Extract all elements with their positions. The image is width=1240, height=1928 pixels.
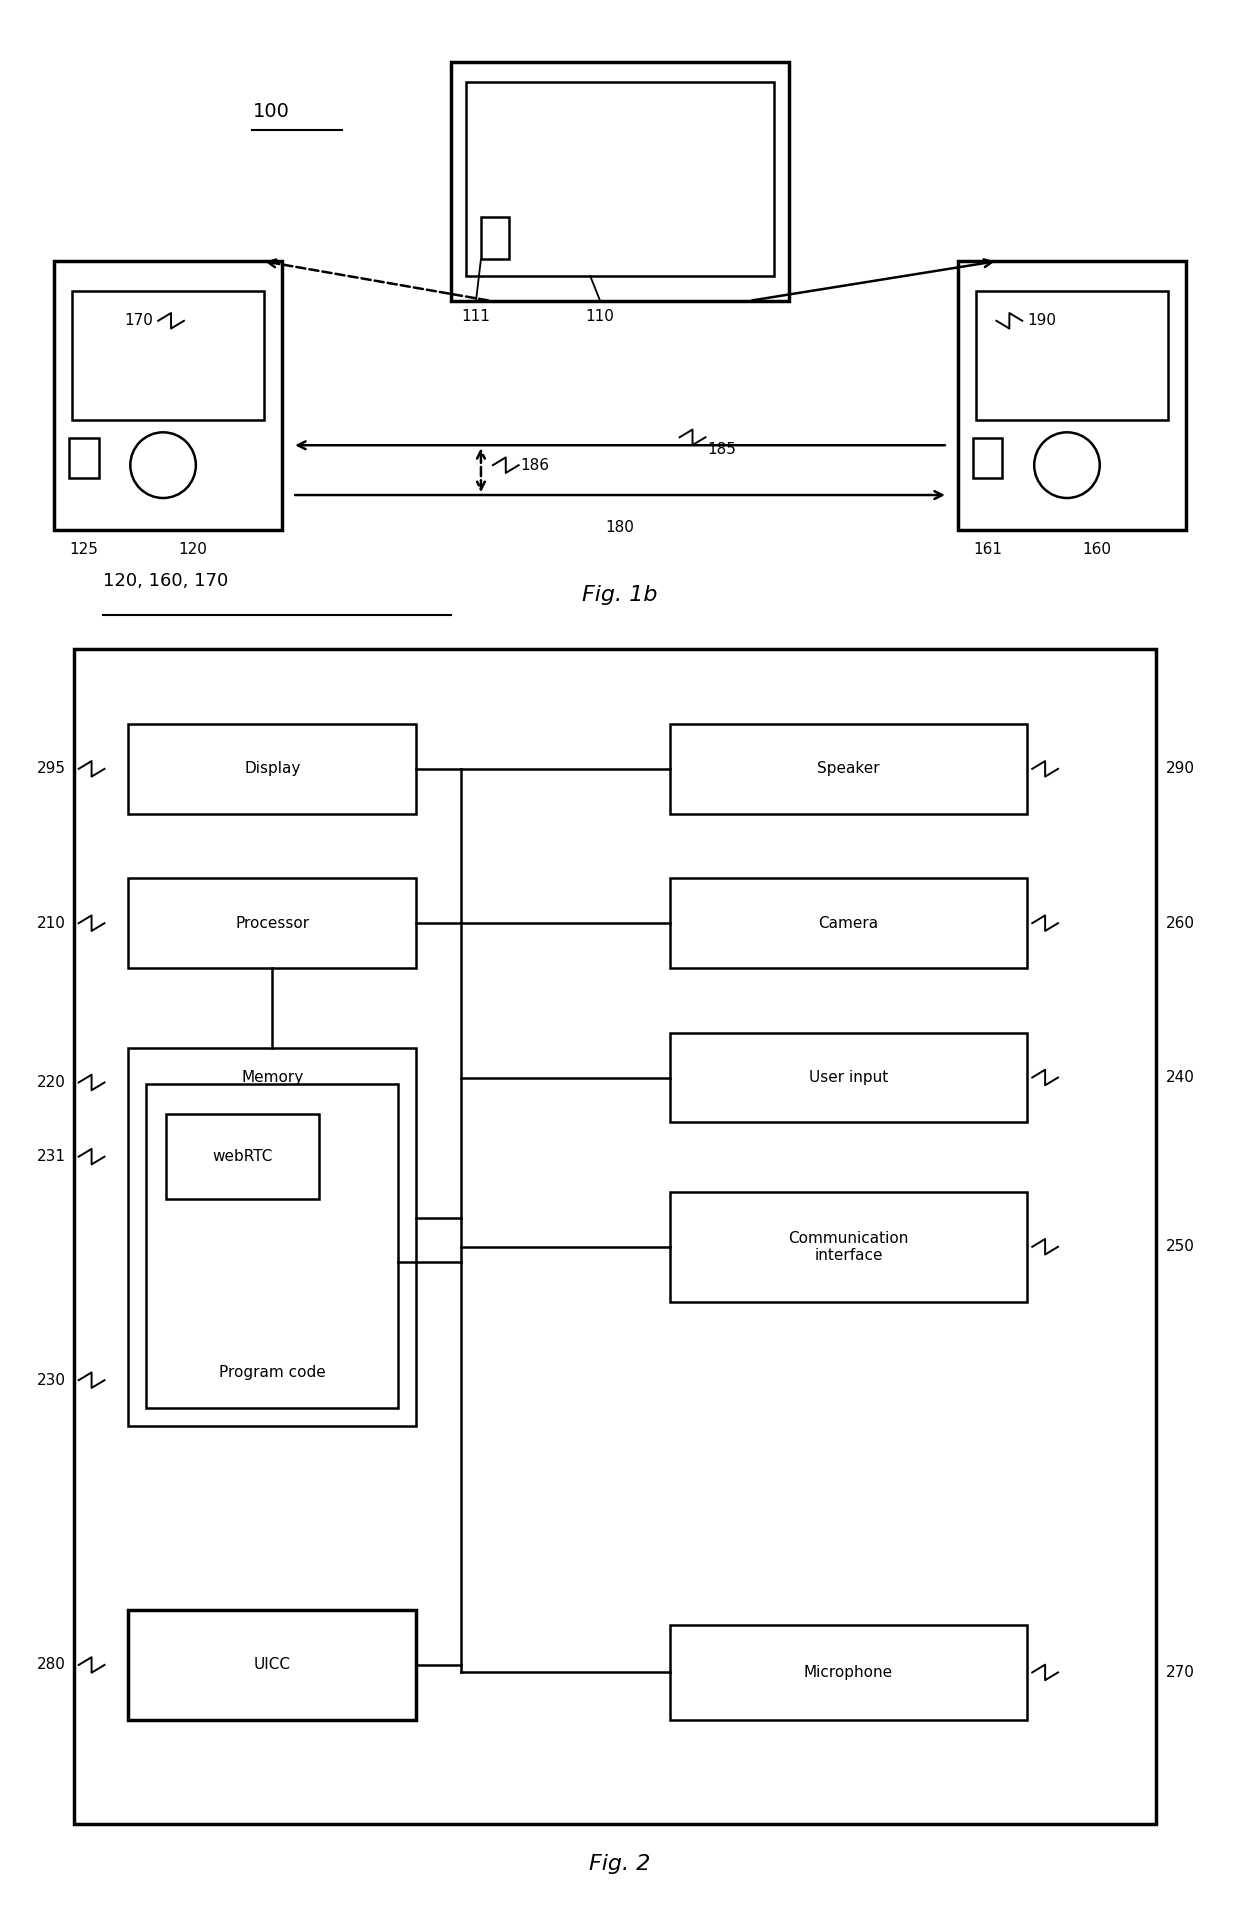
- FancyBboxPatch shape: [670, 1033, 1027, 1122]
- Text: 161: 161: [973, 542, 1002, 557]
- Text: 125: 125: [69, 542, 98, 557]
- Text: 250: 250: [1167, 1240, 1195, 1255]
- Text: 280: 280: [37, 1658, 66, 1672]
- Text: 290: 290: [1167, 762, 1195, 777]
- Text: Program code: Program code: [219, 1365, 326, 1380]
- FancyBboxPatch shape: [466, 81, 774, 276]
- Text: User input: User input: [808, 1070, 888, 1085]
- Text: 295: 295: [37, 762, 66, 777]
- FancyBboxPatch shape: [670, 725, 1027, 814]
- FancyBboxPatch shape: [53, 260, 283, 530]
- Text: 110: 110: [585, 308, 615, 324]
- FancyBboxPatch shape: [128, 1610, 417, 1720]
- FancyBboxPatch shape: [72, 291, 264, 420]
- Text: 260: 260: [1167, 916, 1195, 931]
- Text: webRTC: webRTC: [212, 1149, 273, 1165]
- Text: 180: 180: [605, 521, 635, 534]
- Text: 186: 186: [521, 457, 549, 472]
- Text: 111: 111: [461, 308, 490, 324]
- Text: 210: 210: [37, 916, 66, 931]
- FancyBboxPatch shape: [451, 62, 789, 301]
- FancyBboxPatch shape: [481, 218, 508, 258]
- Text: 170: 170: [124, 312, 154, 328]
- Text: Memory: Memory: [242, 1070, 304, 1085]
- FancyBboxPatch shape: [128, 725, 417, 814]
- Text: UICC: UICC: [254, 1658, 291, 1672]
- Text: Speaker: Speaker: [817, 762, 879, 777]
- Text: 120: 120: [179, 542, 207, 557]
- FancyBboxPatch shape: [972, 438, 1002, 478]
- Text: Microphone: Microphone: [804, 1666, 893, 1679]
- Text: Communication
interface: Communication interface: [789, 1230, 909, 1263]
- Text: 160: 160: [1083, 542, 1111, 557]
- FancyBboxPatch shape: [957, 260, 1187, 530]
- Text: 230: 230: [37, 1373, 66, 1388]
- FancyBboxPatch shape: [128, 1047, 417, 1427]
- FancyBboxPatch shape: [68, 438, 98, 478]
- Text: 231: 231: [37, 1149, 66, 1165]
- Text: 100: 100: [253, 102, 289, 121]
- FancyBboxPatch shape: [976, 291, 1168, 420]
- FancyBboxPatch shape: [146, 1084, 398, 1407]
- Text: Fig. 1b: Fig. 1b: [583, 584, 657, 605]
- FancyBboxPatch shape: [128, 879, 417, 968]
- Text: 185: 185: [707, 442, 737, 457]
- FancyBboxPatch shape: [73, 650, 1157, 1824]
- FancyBboxPatch shape: [670, 1625, 1027, 1720]
- Text: 220: 220: [37, 1076, 66, 1089]
- Text: 240: 240: [1167, 1070, 1195, 1085]
- Text: 190: 190: [1027, 312, 1056, 328]
- FancyBboxPatch shape: [670, 879, 1027, 968]
- Text: Display: Display: [244, 762, 300, 777]
- FancyBboxPatch shape: [670, 1192, 1027, 1301]
- Text: Fig. 2: Fig. 2: [589, 1855, 651, 1874]
- FancyBboxPatch shape: [166, 1114, 319, 1199]
- Text: Processor: Processor: [236, 916, 310, 931]
- Text: Camera: Camera: [818, 916, 878, 931]
- Text: 270: 270: [1167, 1666, 1195, 1679]
- Text: 120, 160, 170: 120, 160, 170: [103, 571, 228, 590]
